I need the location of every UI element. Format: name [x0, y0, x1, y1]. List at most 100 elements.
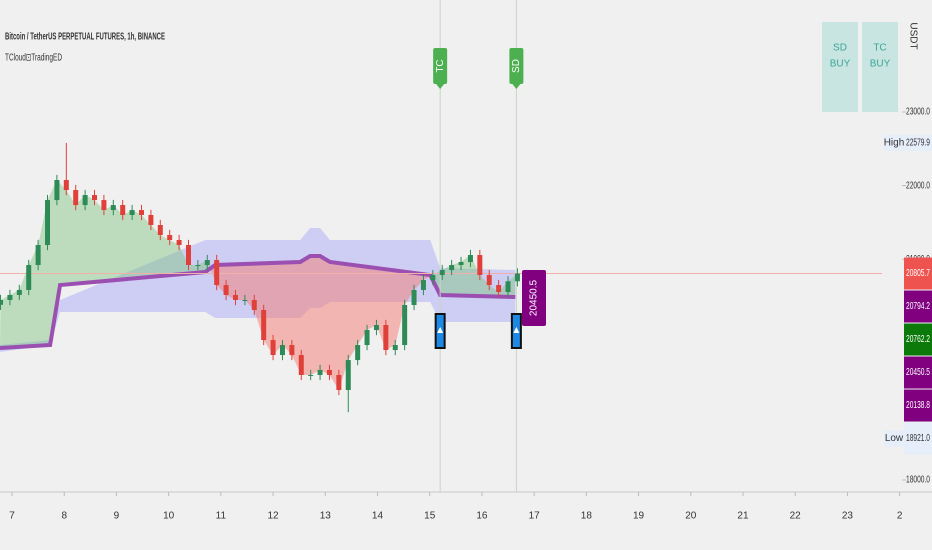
candle-body: [420, 280, 426, 290]
signal-table-text: BUY: [830, 59, 851, 70]
x-tick-label: 13: [320, 511, 332, 522]
x-tick-label: 12: [268, 511, 280, 522]
x-tick-label: 19: [633, 511, 645, 522]
candle-body: [514, 273, 520, 282]
candle-body: [54, 180, 60, 201]
x-tick-label: 14: [372, 511, 384, 522]
candle-body: [82, 195, 88, 206]
x-tick-label: 16: [476, 511, 488, 522]
x-tick-label: 10: [163, 511, 175, 522]
price-label: 20794.2: [906, 301, 930, 312]
candle-body: [63, 180, 69, 191]
signal-table-cell: [822, 22, 858, 112]
candle-body: [467, 255, 473, 263]
x-tick-label: 15: [424, 511, 436, 522]
candle-body: [449, 265, 455, 271]
price-label-box: [904, 323, 932, 356]
price-callout-label: 20450.5: [529, 279, 540, 316]
candle-body: [486, 275, 492, 286]
signal-table-text: TC: [873, 43, 886, 54]
candle-body: [16, 289, 22, 295]
candle-body: [223, 285, 229, 295]
x-tick-label: 8: [61, 511, 67, 522]
candle-body: [110, 205, 116, 211]
candle-body: [392, 345, 398, 351]
candle-body: [45, 200, 51, 246]
x-tick-label: 9: [114, 511, 120, 522]
y-tick-label: 22000.0: [906, 180, 930, 191]
signal-table-text: SD: [833, 43, 847, 54]
price-label: 20138.8: [906, 400, 930, 411]
candle-body: [289, 345, 295, 356]
high-value: 22579.9: [906, 138, 930, 149]
chart-title: Bitcoin / TetherUS PERPETUAL FUTURES, 1h…: [5, 32, 165, 43]
signal-flag-tip: [512, 84, 521, 89]
candle-body: [251, 299, 257, 310]
signal-arrow: [513, 327, 520, 333]
candle-body: [0, 299, 4, 305]
x-tick-label: 18: [581, 511, 593, 522]
x-tick-label: 20: [685, 511, 697, 522]
high-tag: High: [884, 138, 905, 149]
candle-body: [373, 325, 379, 331]
candle-body: [176, 240, 182, 246]
signal-arrow: [437, 327, 444, 333]
candle-body: [204, 260, 210, 266]
signal-flag: [509, 48, 524, 84]
candle-body: [148, 214, 154, 225]
price-label: 20450.5: [906, 367, 930, 378]
price-label: 18921.0: [906, 433, 930, 444]
candle-body: [73, 190, 79, 206]
candle-body: [411, 289, 417, 305]
candle-body: [505, 281, 511, 293]
price-label-box: [904, 290, 932, 323]
candle-body: [279, 345, 285, 356]
candle-body: [185, 245, 191, 266]
candle-body: [26, 265, 32, 290]
price-label-box: [904, 422, 932, 455]
candle-body: [326, 369, 332, 375]
x-tick-label: 7: [9, 511, 15, 522]
candle-body: [308, 374, 314, 376]
price-label-box: [904, 257, 932, 290]
x-tick-label: 22: [790, 511, 802, 522]
candle-body: [138, 210, 144, 215]
candle-body: [317, 369, 323, 375]
candle-body: [92, 195, 98, 201]
candle-body: [355, 345, 361, 361]
candle-body: [242, 299, 248, 301]
candle-body: [458, 262, 464, 266]
x-tick-label: 2: [897, 511, 903, 522]
candle-body: [496, 285, 502, 293]
x-tick-label: 17: [529, 511, 541, 522]
signal-flag: [433, 48, 448, 84]
candle-body: [167, 234, 173, 241]
signal-flag-tip: [436, 84, 445, 89]
candle-body: [383, 325, 389, 351]
candle-body: [364, 330, 370, 346]
candle-body: [35, 245, 41, 266]
price-tag: Low: [885, 433, 904, 444]
y-axis-label: USDT: [907, 22, 918, 49]
candle-body: [214, 260, 220, 286]
signal-table-text: BUY: [870, 59, 891, 70]
signal-table-cell: [862, 22, 898, 112]
candle-body: [477, 255, 483, 276]
price-label: 20805.7: [906, 268, 930, 279]
price-label: 20762.2: [906, 334, 930, 345]
signal-flag-label: SD: [511, 59, 522, 73]
candle-body: [430, 275, 436, 281]
x-tick-label: 21: [737, 511, 749, 522]
candle-body: [120, 205, 126, 215]
y-tick-label: 23000.0: [906, 107, 930, 118]
candle-body: [7, 294, 13, 300]
indicator-name: TCloud⊡TradingED: [5, 53, 62, 64]
candle-body: [261, 309, 267, 341]
candle-body: [101, 200, 107, 211]
candle-body: [270, 340, 276, 356]
y-tick-label: 18000.0: [906, 475, 930, 486]
candle-body: [336, 374, 342, 390]
candle-body: [402, 304, 408, 346]
candle-body: [157, 224, 163, 235]
candle-body: [232, 294, 238, 300]
